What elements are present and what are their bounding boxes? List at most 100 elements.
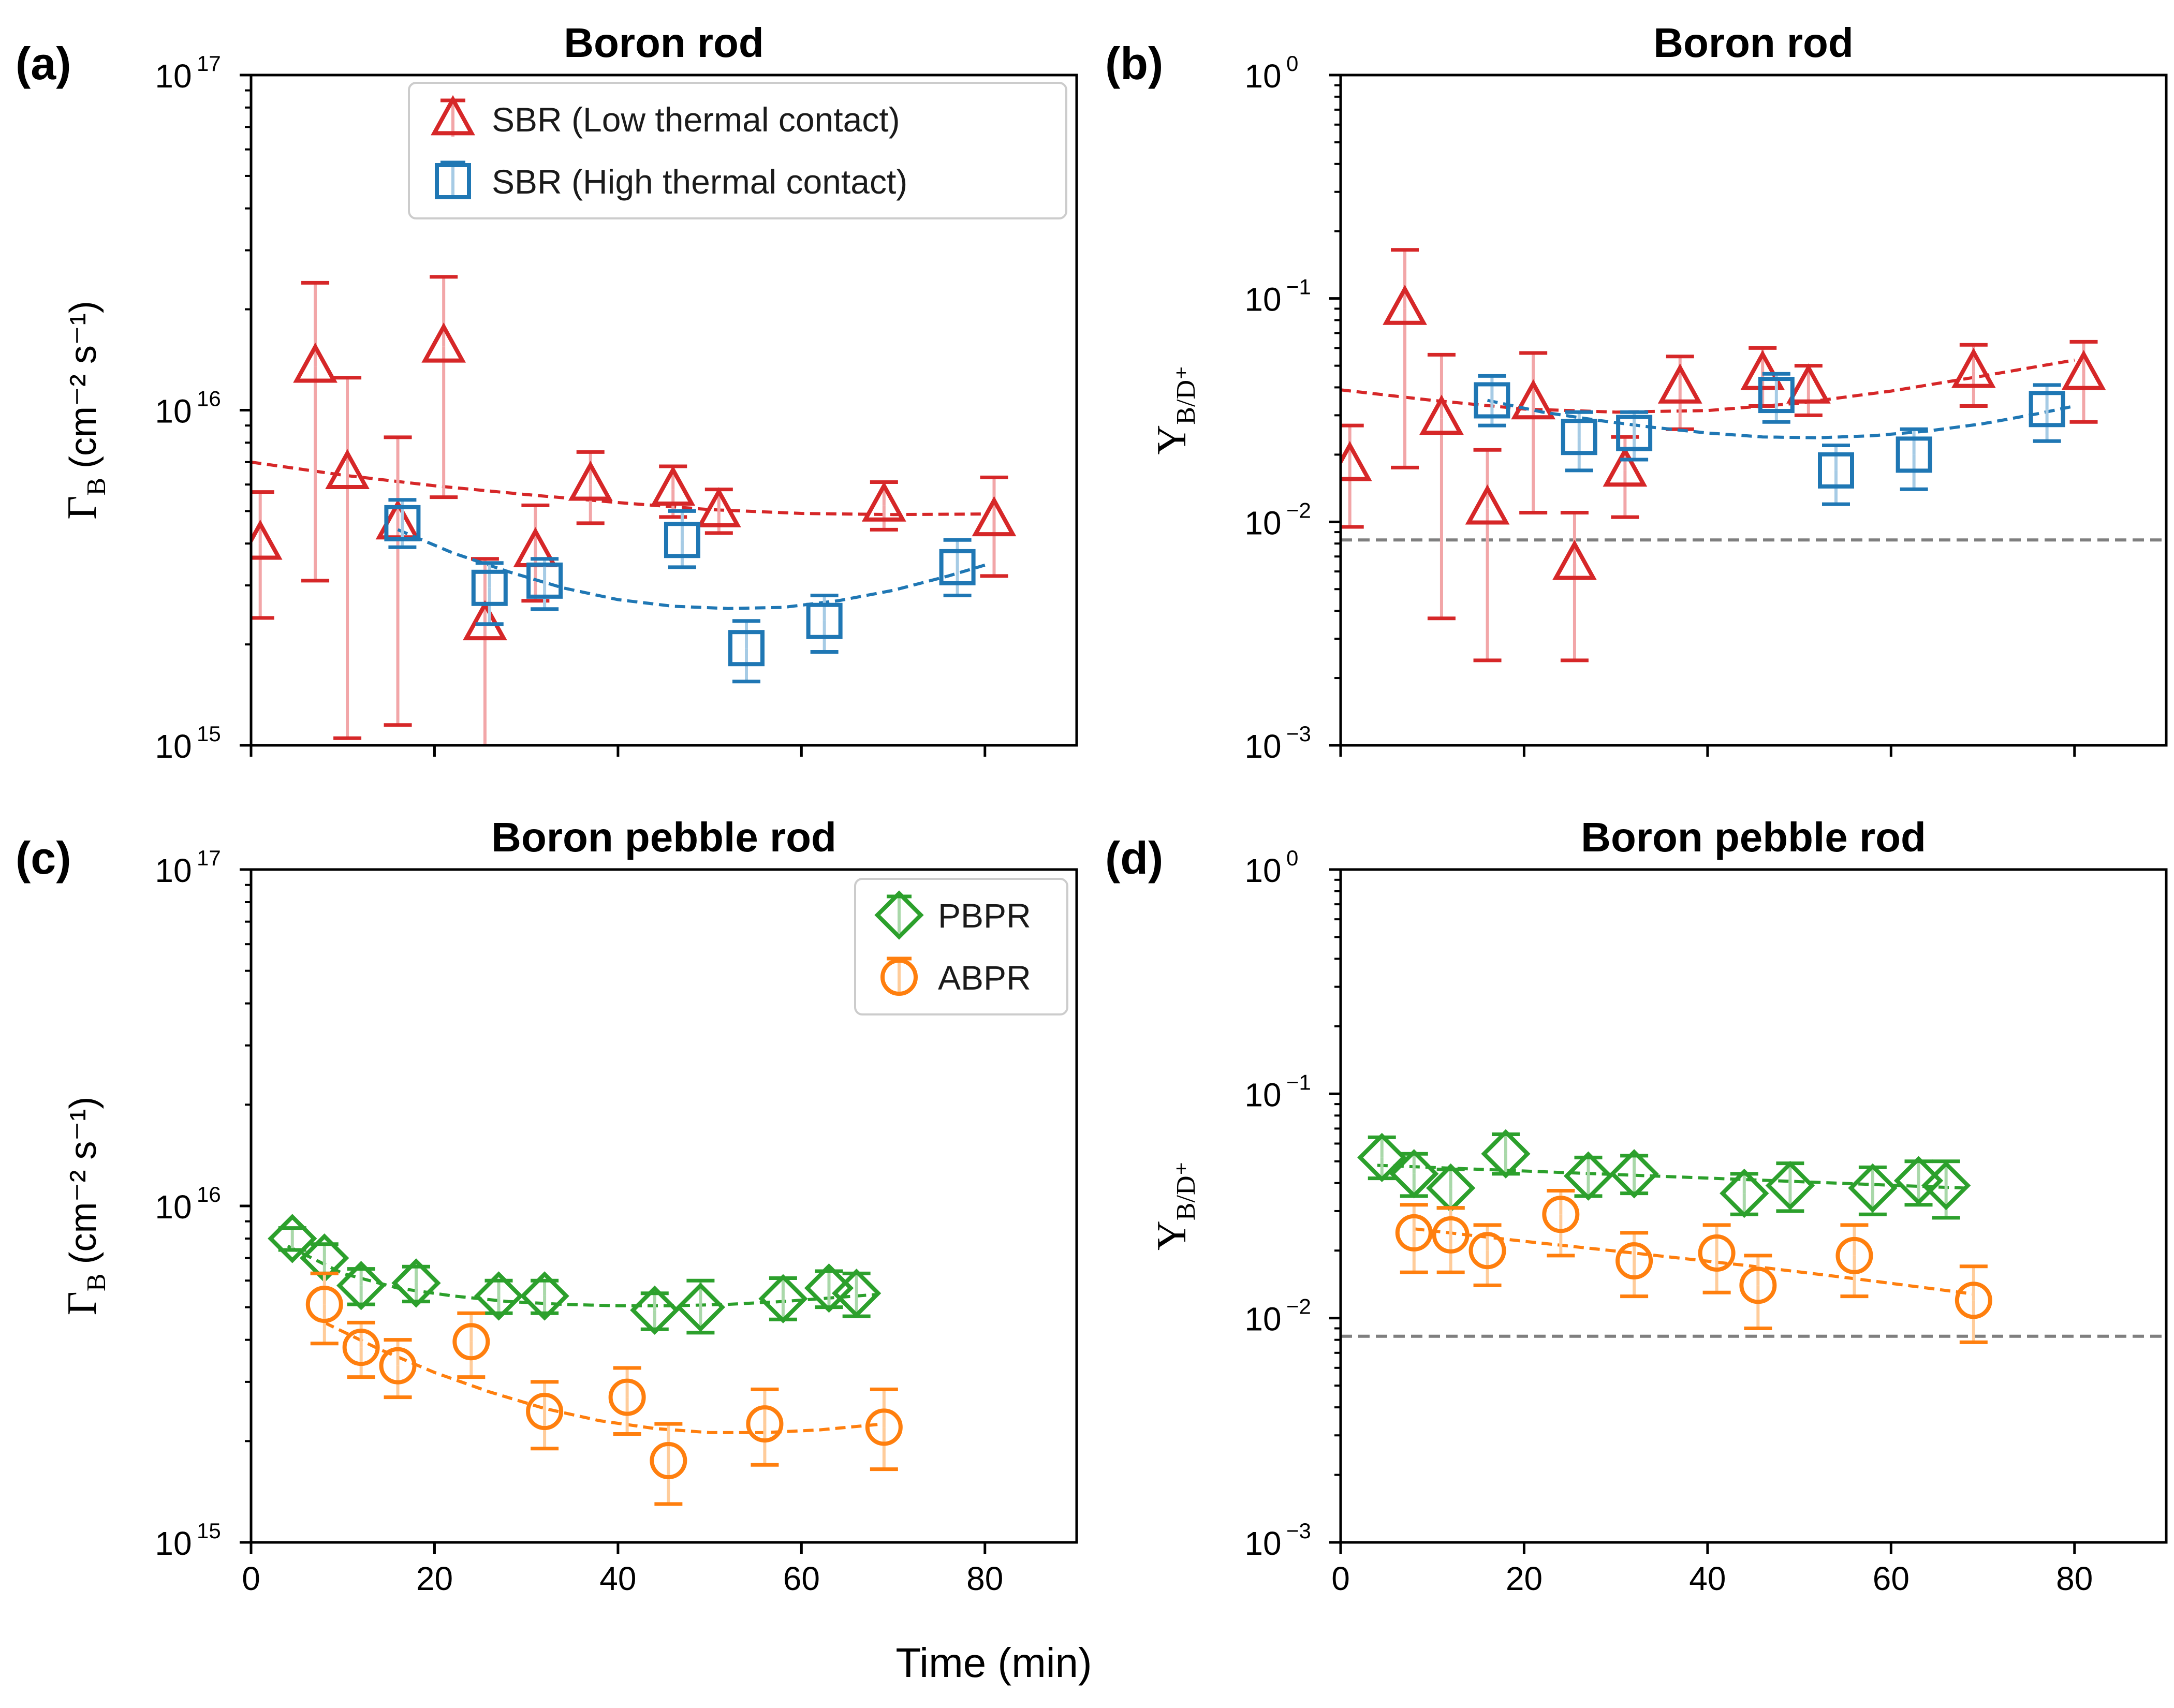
data-point — [1818, 452, 1854, 489]
y-axis-label: ΓB(cm⁻² s⁻¹) — [60, 301, 111, 520]
series-2 — [1474, 372, 2075, 506]
data-point — [463, 600, 507, 641]
data-point — [1893, 1156, 1944, 1205]
svg-text:10: 10 — [1244, 1076, 1281, 1113]
data-point — [1419, 394, 1464, 435]
svg-text:0: 0 — [1286, 51, 1298, 76]
data-point — [1616, 415, 1653, 451]
data-point — [1603, 446, 1648, 487]
legend: SBR (Low thermal contact) SBR (High therm… — [408, 82, 1067, 219]
data-point — [1341, 440, 1372, 481]
data-point — [1511, 379, 1556, 420]
data-point — [1765, 1160, 1815, 1211]
y-tick-label: 10 16 — [155, 1182, 221, 1226]
data-point — [651, 465, 696, 506]
data-point — [1739, 1267, 1777, 1304]
svg-text:−3: −3 — [1286, 722, 1311, 746]
data-point — [2029, 391, 2065, 428]
x-tick-label: 0 — [1331, 1560, 1350, 1597]
fit-line — [251, 460, 985, 517]
svg-text:YB/D⁺: YB/D⁺ — [1149, 1161, 1201, 1250]
svg-text:15: 15 — [197, 722, 221, 746]
data-point — [972, 496, 1017, 537]
x-tick-label: 80 — [2056, 1560, 2093, 1597]
legend-marker — [435, 163, 471, 199]
data-point — [1389, 1149, 1439, 1199]
panel-title: Boron pebble rod — [1581, 814, 1926, 860]
y-tick-label: 10 −2 — [1244, 1294, 1311, 1338]
svg-text:−1: −1 — [1286, 1070, 1311, 1094]
panel-4: Boron pebble rod(d)10−310−210−110 00 20 40 6… — [1105, 814, 2168, 1597]
data-point — [861, 481, 906, 522]
data-point — [1383, 285, 1427, 325]
data-point — [452, 1323, 490, 1361]
panel-title: Boron rod — [1653, 20, 1854, 66]
data-point — [728, 630, 765, 667]
legend-entry: SBR (High thermal contact) — [435, 160, 907, 201]
x-tick-label: 40 — [1689, 1560, 1726, 1597]
y-tick-label: 10 15 — [155, 1519, 221, 1562]
fit-line — [287, 1244, 875, 1307]
svg-text:10: 10 — [1244, 504, 1281, 541]
data-point — [1740, 349, 1785, 390]
x-tick-label: 60 — [783, 1560, 820, 1597]
data-point — [1474, 382, 1510, 419]
data-point — [630, 1285, 680, 1335]
data-point — [1951, 347, 1996, 388]
data-point — [746, 1405, 784, 1443]
data-point — [1481, 1129, 1531, 1179]
series-2 — [305, 1271, 903, 1506]
y-axis-label: YB/D⁺ — [1149, 1161, 1201, 1250]
data-point — [520, 1271, 569, 1321]
data-point — [379, 1347, 417, 1385]
panel-label: (d) — [1105, 832, 1163, 884]
svg-text:−3: −3 — [1286, 1519, 1311, 1543]
legend-entry: PBPR — [874, 890, 1031, 940]
y-tick-label: 10 −3 — [1244, 722, 1311, 765]
series-2 — [1395, 1188, 1992, 1344]
svg-text:10: 10 — [155, 1525, 192, 1562]
data-point — [1357, 1132, 1407, 1183]
data-point — [675, 1283, 726, 1332]
panel-label: (a) — [16, 38, 71, 89]
svg-text:YB/D⁺: YB/D⁺ — [1149, 366, 1201, 455]
fit-line — [1341, 358, 2075, 414]
data-point — [325, 449, 370, 489]
x-tick-label: 40 — [599, 1560, 636, 1597]
series-1 — [1341, 248, 2106, 662]
data-point — [650, 1442, 687, 1480]
y-tick-label: 10 −1 — [1244, 275, 1311, 318]
legend: PBPR ABPR — [854, 878, 1068, 1015]
svg-text:−2: −2 — [1286, 1294, 1311, 1319]
panel-label: (c) — [16, 832, 71, 884]
data-point — [865, 1408, 903, 1446]
data-point — [305, 1286, 343, 1323]
fit-line — [1414, 1227, 1974, 1296]
svg-text:10: 10 — [1244, 281, 1281, 318]
x-tick-label: 20 — [1506, 1560, 1543, 1597]
panel-2: Boron rod(b)10−310−210−110 0YB/D⁺ — [1105, 20, 2168, 765]
legend-marker — [880, 959, 918, 996]
svg-text:17: 17 — [197, 846, 221, 870]
data-point — [1395, 1214, 1433, 1251]
data-point — [758, 1274, 808, 1323]
y-tick-label: 10 −3 — [1244, 1519, 1311, 1562]
svg-text:10: 10 — [1244, 1301, 1281, 1338]
legend-label: SBR (High thermal contact) — [492, 163, 907, 201]
data-point — [939, 549, 976, 585]
data-point — [1758, 377, 1795, 414]
data-point — [1698, 1234, 1736, 1272]
y-tick-label: 10 −2 — [1244, 498, 1311, 541]
data-point — [608, 1378, 646, 1416]
data-point — [804, 1263, 854, 1313]
x-tick-label: 0 — [242, 1560, 260, 1597]
svg-text:10: 10 — [1244, 1525, 1281, 1562]
data-point — [568, 460, 613, 501]
axes-frame — [1339, 73, 2168, 747]
y-tick-label: 10 0 — [1244, 51, 1298, 95]
data-point — [1896, 436, 1932, 473]
x-tick-label: 20 — [416, 1560, 453, 1597]
data-point — [293, 342, 337, 383]
data-point — [526, 1393, 564, 1431]
data-point — [1552, 539, 1597, 580]
